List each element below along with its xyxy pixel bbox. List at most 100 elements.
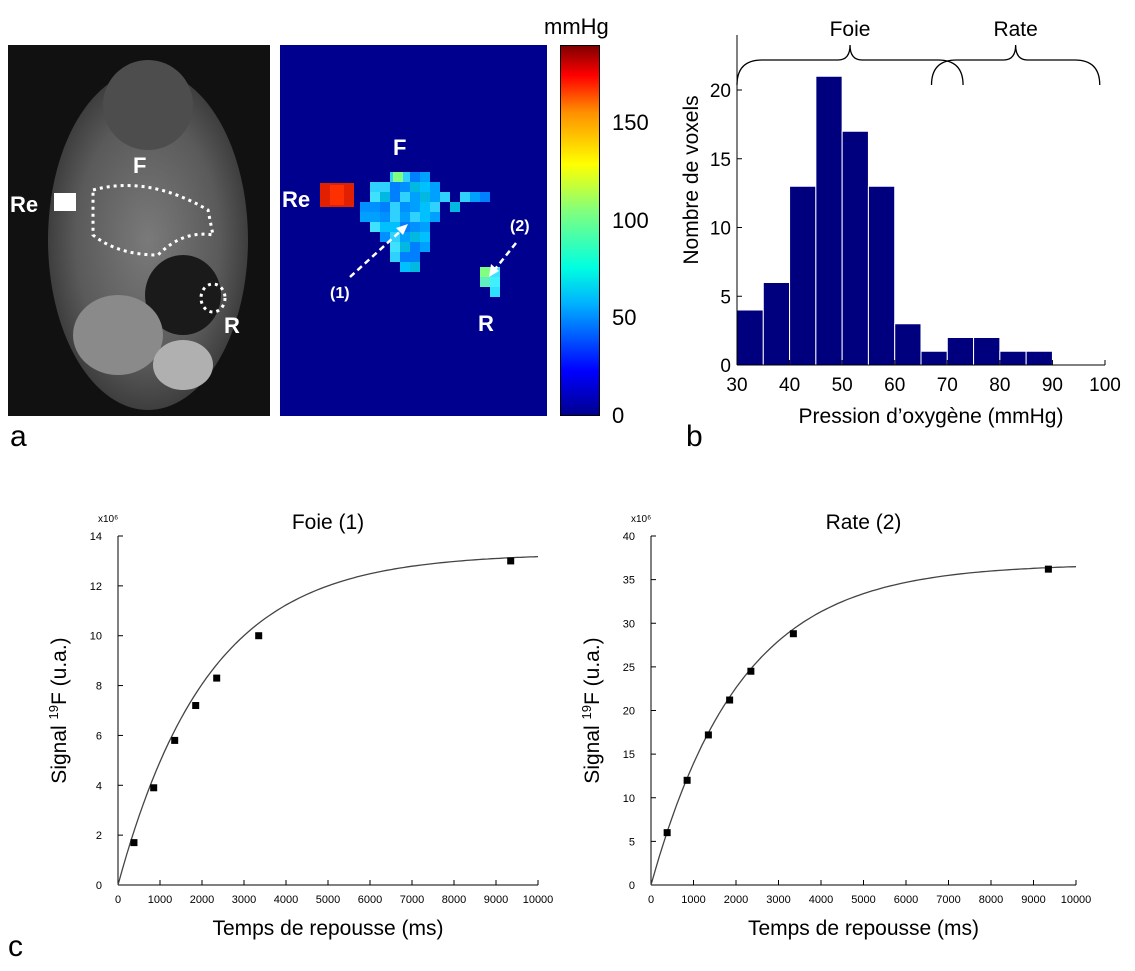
- map-voxel: [360, 212, 370, 222]
- map-voxel: [390, 252, 400, 262]
- histogram-x-tick-label: 50: [832, 375, 853, 396]
- curve-x-tick-label: 8000: [442, 894, 466, 906]
- map-voxel: [430, 182, 440, 192]
- arrow-2-head: [489, 264, 499, 277]
- histogram-y-tick-label: 0: [720, 356, 731, 377]
- histogram-bar: [867, 185, 896, 366]
- curve-data-point: [507, 557, 515, 565]
- curve-x-tick-label: 10000: [1061, 894, 1092, 906]
- map-voxel: [420, 172, 430, 182]
- curve-y-label-sup: 19: [46, 705, 61, 719]
- curve-y-tick-label: 40: [623, 531, 635, 543]
- map-voxel: [400, 242, 410, 252]
- map-voxel: [420, 192, 430, 202]
- map-voxel: [490, 277, 500, 287]
- map-voxel: [400, 192, 410, 202]
- curve-y-tick-label: 25: [623, 662, 635, 674]
- map-voxel: [370, 222, 380, 232]
- curve-y-tick-label: 4: [96, 780, 102, 792]
- map-voxel: [400, 252, 410, 262]
- map-voxel: [400, 182, 410, 192]
- histogram-annotation-label: Foie: [830, 18, 871, 41]
- map-voxel: [430, 212, 440, 222]
- histogram-annotation-label: Rate: [993, 18, 1037, 41]
- map-voxel: [420, 202, 430, 212]
- map-voxel: [380, 202, 390, 212]
- arrow-1-head: [396, 224, 408, 235]
- histogram-x-tick-label: 90: [1042, 375, 1063, 396]
- curve-fit-line: [117, 555, 539, 886]
- curve-data-point: [1044, 565, 1052, 573]
- curve-y-label-prefix: Signal: [48, 719, 71, 783]
- curve-x-tick-label: 1000: [681, 894, 705, 906]
- histogram-bar: [762, 282, 791, 366]
- reference-tube: [54, 193, 76, 211]
- curve-x-tick-label: 3000: [766, 894, 790, 906]
- curve-x-tick-label: 0: [648, 894, 654, 906]
- histogram-x-tick-label: 100: [1089, 375, 1121, 396]
- colorbar-tick-label: 100: [612, 207, 649, 233]
- map-voxel: [370, 212, 380, 222]
- map-voxel: [430, 202, 440, 212]
- colorbar-tick-label: 150: [612, 110, 649, 136]
- curve-title: Rate (2): [826, 511, 902, 534]
- curve-data-point: [255, 632, 263, 640]
- curve-fit-line: [650, 566, 1077, 886]
- colorbar-tick-label: 0: [612, 403, 625, 428]
- curve-y-label: Signal 19F (u.a.): [46, 637, 71, 783]
- curve-x-tick-label: 4000: [809, 894, 833, 906]
- curve-x-tick-label: 10000: [523, 894, 554, 906]
- map-voxel: [410, 182, 420, 192]
- map-voxel: [410, 212, 420, 222]
- mri-stomach-dark: [145, 255, 221, 335]
- curve-y-tick-label: 30: [623, 618, 635, 630]
- curve-y-tick-label: 6: [96, 730, 102, 742]
- curve-y-tick-label: 10: [90, 631, 102, 643]
- map-voxel-reference: [330, 185, 344, 205]
- curve-x-tick-label: 7000: [400, 894, 424, 906]
- curve-x-tick-label: 2000: [190, 894, 214, 906]
- map-voxel: [460, 192, 470, 202]
- histogram-chart: 30 40 50 60 70 80 90 100 0 5 10 15 20 Pression d’oxyg…: [680, 18, 1121, 428]
- histogram-bar: [999, 350, 1027, 366]
- map-label-arrow2: (2): [510, 218, 530, 235]
- curve-y-tick-label: 12: [90, 581, 102, 593]
- map-voxel: [410, 262, 420, 272]
- curve-x-tick-label: 6000: [894, 894, 918, 906]
- curve-data-point: [192, 702, 200, 710]
- histogram-y-tick-label: 20: [710, 81, 731, 102]
- map-voxel: [480, 277, 490, 287]
- histogram-x-tick-label: 40: [779, 375, 800, 396]
- histogram-bar: [920, 350, 948, 366]
- map-voxel: [400, 262, 410, 272]
- map-label-f: F: [393, 135, 407, 160]
- map-voxel: [390, 222, 400, 232]
- map-voxel: [390, 242, 400, 252]
- arrow-1-line: [349, 226, 406, 278]
- mri-label-r: R: [224, 313, 240, 338]
- histogram-y-tick-label: 5: [720, 287, 731, 308]
- map-voxel: [410, 222, 420, 232]
- map-voxel: [420, 222, 430, 232]
- map-voxel: [480, 267, 490, 277]
- curve-title: Foie (1): [292, 511, 364, 534]
- curve-y-tick-label: 2: [96, 830, 102, 842]
- map-voxel: [410, 252, 420, 262]
- curve-data-point: [150, 784, 158, 792]
- map-voxel: [370, 182, 380, 192]
- map-voxel: [430, 192, 440, 202]
- map-voxel: [370, 192, 380, 202]
- map-voxel: [390, 182, 400, 192]
- map-voxel: [380, 182, 390, 192]
- curve-multiplier: x10⁶: [631, 514, 651, 525]
- curve-x-tick-label: 5000: [316, 894, 340, 906]
- map-voxel: [450, 202, 460, 212]
- map-voxel: [390, 202, 400, 212]
- curve-multiplier: x10⁶: [98, 514, 118, 525]
- spleen-curve-chart: 0 1000 2000 3000 4000 5000 6000 7000 8000 9000 100…: [579, 511, 1092, 940]
- colorbar-unit: mmHg: [544, 14, 609, 39]
- histogram-y-tick-label: 15: [710, 150, 731, 171]
- map-voxel: [380, 222, 390, 232]
- curve-x-tick-label: 8000: [979, 894, 1003, 906]
- mri-bowel-bright: [73, 295, 163, 375]
